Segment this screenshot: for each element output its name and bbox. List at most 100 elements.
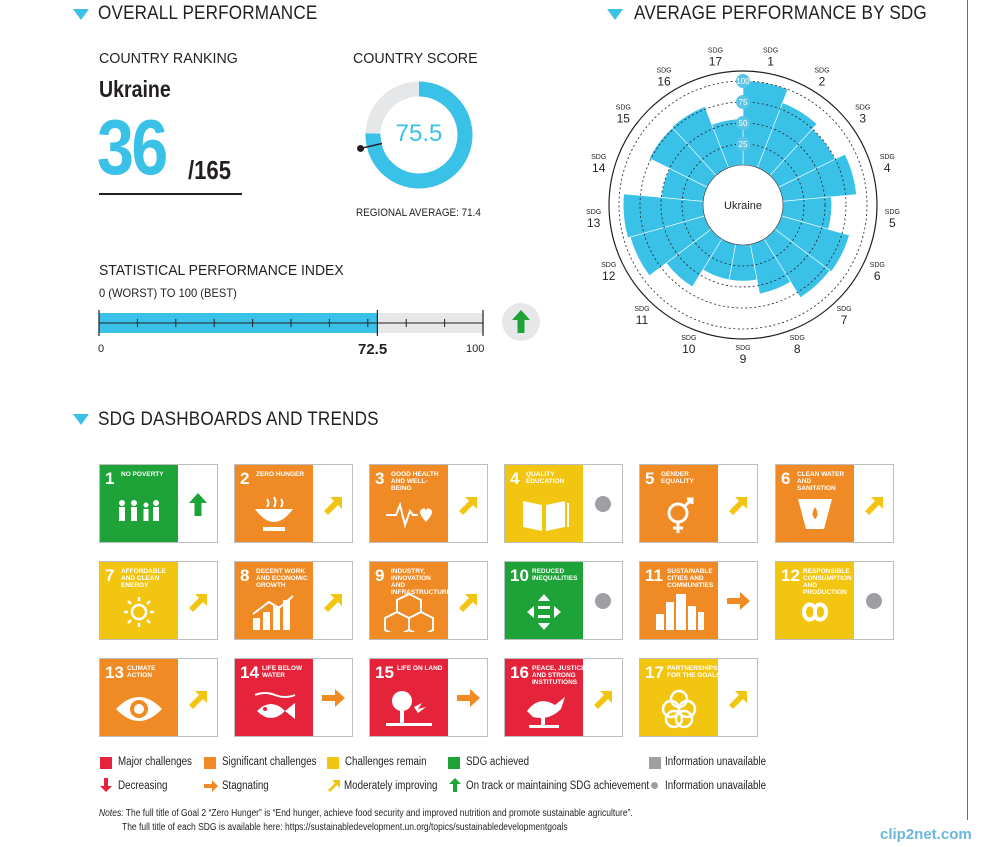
- radial-chart: Ukraine255075100SDG1SDG2SDG3SDG4SDG5SDG6…: [586, 48, 900, 366]
- spi-title: STATISTICAL PERFORMANCE INDEX: [99, 262, 344, 279]
- score-regional-dot: [357, 144, 365, 152]
- sdg-goal-icon: 15 LIFE ON LAND: [370, 659, 448, 736]
- sdg-number: 6: [781, 469, 791, 488]
- spi-bar: [98, 310, 484, 336]
- sdg-number: 8: [240, 566, 250, 585]
- sdg-name: NO POVERTY: [121, 471, 164, 478]
- radial-center-label: Ukraine: [724, 200, 762, 212]
- radial-sdg-number: 9: [740, 352, 747, 366]
- sdg-pictogram-icon: [255, 496, 293, 531]
- sdg-goal-icon: 4 QUALITY EDUCATION: [505, 465, 583, 542]
- sdg-name: RESPONSIBLE CONSUMPTION AND PRODUCTION: [803, 568, 852, 596]
- radial-sdg-number: 1: [767, 55, 774, 69]
- spi-subtitle: 0 (WORST) TO 100 (BEST): [99, 286, 237, 300]
- sdg-pictogram-icon: [116, 697, 162, 721]
- score-regional-tick: [360, 142, 383, 150]
- trend-na-icon: [595, 496, 611, 512]
- notes-line-1: Notes: The full title of Goal 2 “Zero Hu…: [99, 808, 633, 819]
- radial-sdg-prefix: SDG: [870, 262, 885, 269]
- sdg-pictogram-icon: [386, 691, 432, 726]
- trend-moderate-icon: [189, 594, 207, 612]
- radial-outer-ring: [608, 70, 878, 340]
- spi-bar-ticks: [99, 319, 483, 327]
- radial-sdg-number: 11: [636, 313, 649, 327]
- sdg-tile-14: 14 LIFE BELOW WATER: [234, 658, 353, 737]
- radial-title: AVERAGE PERFORMANCE BY SDG: [634, 3, 927, 24]
- legend-moderate-icon: [328, 780, 340, 792]
- radial-ring-label: 75: [739, 98, 748, 107]
- radial-sdg-prefix: SDG: [591, 154, 606, 161]
- radial-sdg-prefix: SDG: [656, 67, 671, 74]
- sdg-tile-15: 15 LIFE ON LAND: [369, 658, 488, 737]
- sdg-name: QUALITY EDUCATION: [526, 471, 565, 485]
- legend-remain-swatch: [327, 757, 339, 769]
- legend-unavailable-sq: Information unavailable: [665, 756, 767, 768]
- radial-ring-badge: [736, 116, 750, 130]
- sdg-number: 1: [105, 469, 115, 488]
- radial-sdg-number: 7: [841, 313, 848, 327]
- radial-sdg-prefix: SDG: [681, 335, 696, 342]
- page-border: [967, 0, 968, 820]
- sdg-name: GENDER EQUALITY: [661, 471, 694, 485]
- legend-major-swatch: [100, 757, 112, 769]
- rank-underline: [99, 193, 242, 195]
- section-marker-icon: [73, 9, 89, 20]
- sdg-number: 9: [375, 566, 385, 585]
- section-marker-icon: [73, 414, 89, 425]
- sdg-number: 13: [105, 663, 124, 682]
- radial-sdg-number: 16: [657, 74, 671, 88]
- legend-significant-swatch: [204, 757, 216, 769]
- spi-trend-up-icon: [502, 303, 540, 341]
- trend-moderate-icon: [189, 691, 207, 709]
- rank-total: /165: [188, 155, 232, 185]
- sdg-pictogram-icon: [801, 602, 829, 622]
- sdg-pictogram-icon: [523, 501, 569, 531]
- sdg-number: 7: [105, 566, 115, 585]
- trend-up-icon: [189, 493, 207, 516]
- sdg-tile-3: 3 GOOD HEALTH AND WELL-BEING: [369, 464, 488, 543]
- legend-remain: Challenges remain: [345, 756, 427, 768]
- sdg-number: 17: [645, 663, 664, 682]
- trend-stagnating-icon: [457, 689, 480, 707]
- legend-unavailable-dot: Information unavailable: [665, 780, 767, 792]
- sdg-name: CLIMATE ACTION: [127, 665, 156, 679]
- legend-achieved: SDG achieved: [466, 756, 530, 768]
- sdg-name: REDUCED INEQUALITIES: [532, 568, 578, 582]
- sdg-name: CLEAN WATER AND SANITATION: [797, 471, 845, 492]
- radial-sdg-prefix: SDG: [763, 48, 778, 55]
- sdg-name: LIFE ON LAND: [397, 665, 443, 672]
- radial-sdg-prefix: SDG: [634, 306, 649, 313]
- sdg-pictogram-icon: [386, 501, 432, 529]
- score-donut: [357, 81, 473, 189]
- notes-label: Notes:: [99, 808, 124, 819]
- sdg-pictogram-icon: [656, 594, 704, 630]
- sdg-name: PARTNERSHIPS FOR THE GOALS: [667, 665, 721, 679]
- regional-average: REGIONAL AVERAGE: 71.4: [356, 207, 481, 219]
- country-name: Ukraine: [99, 76, 171, 102]
- radial-center: [702, 164, 784, 246]
- radial-sdg-prefix: SDG: [885, 209, 900, 216]
- trend-moderate-icon: [594, 691, 612, 709]
- radial-grid-ring: [639, 101, 847, 309]
- sdg-number: 12: [781, 566, 800, 585]
- score-donut-arc: [365, 81, 473, 189]
- trend-stagnating-icon: [322, 689, 345, 707]
- sdg-tile-2: 2 ZERO HUNGER: [234, 464, 353, 543]
- radial-sdg-prefix: SDG: [790, 335, 805, 342]
- sdg-goal-icon: 1 NO POVERTY: [100, 465, 178, 542]
- sdg-pictogram-icon: [667, 497, 694, 533]
- sdg-pictogram-icon: [119, 500, 159, 521]
- radial-sdg-prefix: SDG: [586, 209, 601, 216]
- sdg-goal-icon: 5 GENDER EQUALITY: [640, 465, 718, 542]
- sdg-number: 16: [510, 663, 529, 682]
- sdg-number: 11: [645, 566, 663, 585]
- sdg-number: 4: [510, 469, 520, 488]
- sdg-number: 15: [375, 663, 394, 682]
- sdg-pictogram-icon: [124, 597, 154, 627]
- radial-sdg-number: 2: [819, 74, 826, 88]
- watermark: clip2net.com: [880, 826, 972, 843]
- trend-moderate-icon: [865, 497, 883, 515]
- sdg-number: 2: [240, 469, 250, 488]
- legend-unavailable-swatch: [649, 757, 661, 769]
- trend-moderate-icon: [729, 497, 747, 515]
